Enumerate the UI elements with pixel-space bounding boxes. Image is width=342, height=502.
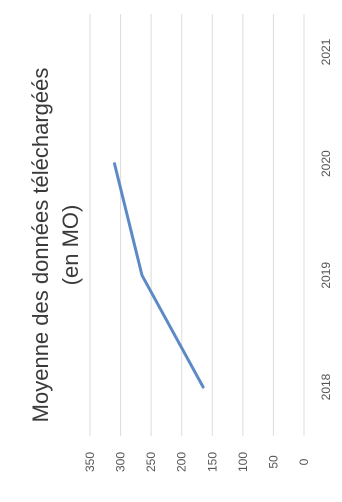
value-tick-label: 0 <box>297 458 311 465</box>
value-tick-label: 150 <box>205 452 219 472</box>
gridlines <box>89 14 305 436</box>
value-tick-label: 250 <box>144 452 158 472</box>
category-tick-label: 2021 <box>319 38 333 65</box>
series-layer <box>113 162 205 389</box>
series-line <box>113 162 205 389</box>
value-tick-label: 200 <box>175 452 189 472</box>
value-axis-ticks: 0 50 100 150 200 250 300 350 <box>83 452 311 472</box>
value-tick-label: 100 <box>236 452 250 472</box>
value-tick-label: 350 <box>83 452 97 472</box>
category-axis-ticks: 2018 2019 2020 2021 <box>319 38 333 400</box>
chart-title: Moyenne des données téléchargéés (en MO) <box>28 68 83 423</box>
value-tick-label: 50 <box>266 455 280 469</box>
category-tick-label: 2019 <box>319 262 333 289</box>
chart-title-line-2: (en MO) <box>58 205 83 286</box>
chart-title-line-1: Moyenne des données téléchargéés <box>28 68 53 423</box>
value-tick-label: 300 <box>114 452 128 472</box>
category-tick-label: 2018 <box>319 373 333 400</box>
category-tick-label: 2020 <box>319 150 333 177</box>
